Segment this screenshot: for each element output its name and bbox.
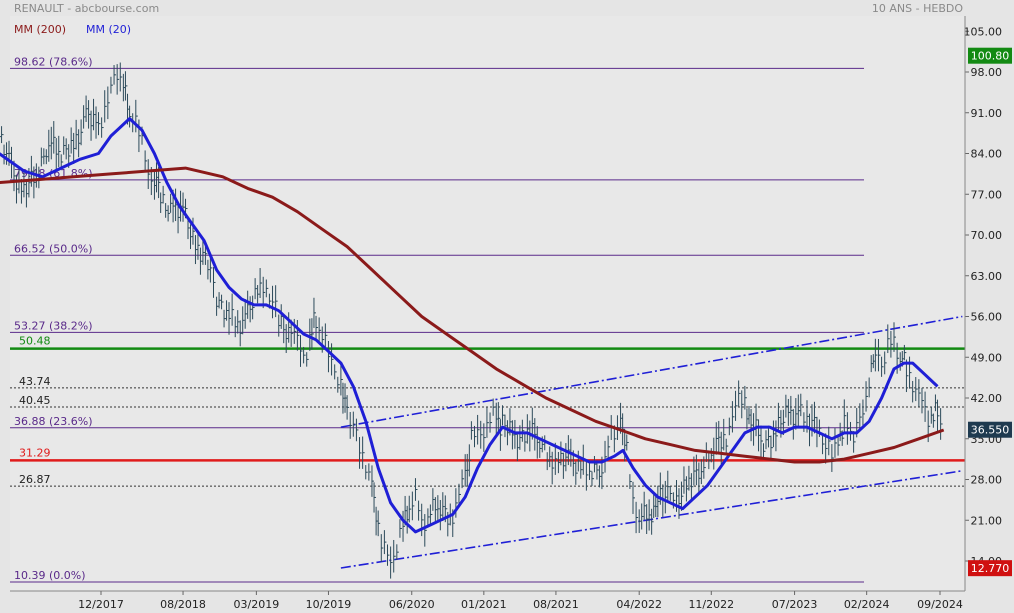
y-tick-label-7: 56.00 bbox=[971, 311, 1003, 324]
channel-line-0 bbox=[340, 315, 963, 428]
y-tick-label-0: 105.00 bbox=[964, 25, 1003, 38]
legend-mm200: MM (200) bbox=[14, 23, 66, 36]
price-badge-label-2: 12.770 bbox=[971, 562, 1010, 575]
x-tick-label-1: 08/2018 bbox=[160, 598, 206, 611]
y-tick-label-5: 70.00 bbox=[971, 229, 1003, 242]
x-axis: 12/2017 08/2018 03/2019 10/2019 06/2020 01/20… bbox=[10, 590, 965, 611]
x-tick-label-4: 06/2020 bbox=[389, 598, 435, 611]
dotted-level-label-2: 26.87 bbox=[19, 473, 51, 486]
y-tick-label-9: 42.00 bbox=[971, 392, 1003, 405]
legend-mm20: MM (20) bbox=[86, 23, 131, 36]
y-tick-label-1: 98.00 bbox=[971, 66, 1003, 79]
mm20-line bbox=[0, 117, 939, 534]
price-badge-2 bbox=[968, 560, 1012, 577]
price-badge-label-0: 100.80 bbox=[971, 50, 1010, 63]
price-badge-label-1: 36.550 bbox=[971, 424, 1010, 437]
fib-level-label-4: 36.88 (23.6%) bbox=[14, 415, 93, 428]
x-tick-label-7: 04/2022 bbox=[616, 598, 662, 611]
fib-level-label-3: 53.27 (38.2%) bbox=[14, 319, 93, 332]
dotted-level-label-1: 40.45 bbox=[19, 394, 51, 407]
price-series bbox=[0, 62, 943, 579]
x-tick-label-0: 12/2017 bbox=[78, 598, 124, 611]
key-level-label-1: 31.29 bbox=[19, 446, 51, 459]
price-badge-0 bbox=[968, 47, 1012, 64]
x-tick-label-9: 07/2023 bbox=[772, 598, 818, 611]
y-tick-label-11: 28.00 bbox=[971, 474, 1003, 487]
mm200-line bbox=[0, 166, 945, 464]
y-tick-label-6: 63.00 bbox=[971, 270, 1003, 283]
fib-level-label-0: 98.62 (78.6%) bbox=[14, 55, 93, 68]
x-tick-label-11: 09/2024 bbox=[917, 598, 963, 611]
x-tick-label-3: 10/2019 bbox=[306, 598, 352, 611]
x-tick-label-8: 11/2022 bbox=[688, 598, 734, 611]
x-tick-label-5: 01/2021 bbox=[461, 598, 507, 611]
x-tick-label-2: 03/2019 bbox=[234, 598, 280, 611]
moving-averages bbox=[0, 117, 945, 534]
x-tick-label-10: 02/2024 bbox=[844, 598, 890, 611]
y-tick-label-8: 49.00 bbox=[971, 351, 1003, 364]
y-tick-label-12: 21.00 bbox=[971, 514, 1003, 527]
plot-area bbox=[10, 16, 965, 591]
dotted-level-label-0: 43.74 bbox=[19, 375, 51, 388]
y-tick-label-3: 84.00 bbox=[971, 148, 1003, 161]
chart-period: 10 ANS - HEBDO bbox=[872, 2, 963, 15]
chart-title: RENAULT - abcbourse.com bbox=[14, 2, 159, 15]
y-axis: 105.00 98.00 91.00 84.00 77.00 70.00 63.00 56.0… bbox=[964, 16, 1012, 591]
key-level-label-0: 50.48 bbox=[19, 335, 51, 348]
x-tick-label-6: 08/2021 bbox=[533, 598, 579, 611]
y-tick-label-2: 91.00 bbox=[971, 107, 1003, 120]
fib-level-label-2: 66.52 (50.0%) bbox=[14, 242, 93, 255]
fib-level-label-5: 10.39 (0.0%) bbox=[14, 569, 86, 582]
price-levels: 98.62 (78.6%)79.48 (61.8%)66.52 (50.0%)5… bbox=[10, 55, 965, 583]
y-tick-label-4: 77.00 bbox=[971, 188, 1003, 201]
price-badge-1 bbox=[968, 421, 1012, 438]
